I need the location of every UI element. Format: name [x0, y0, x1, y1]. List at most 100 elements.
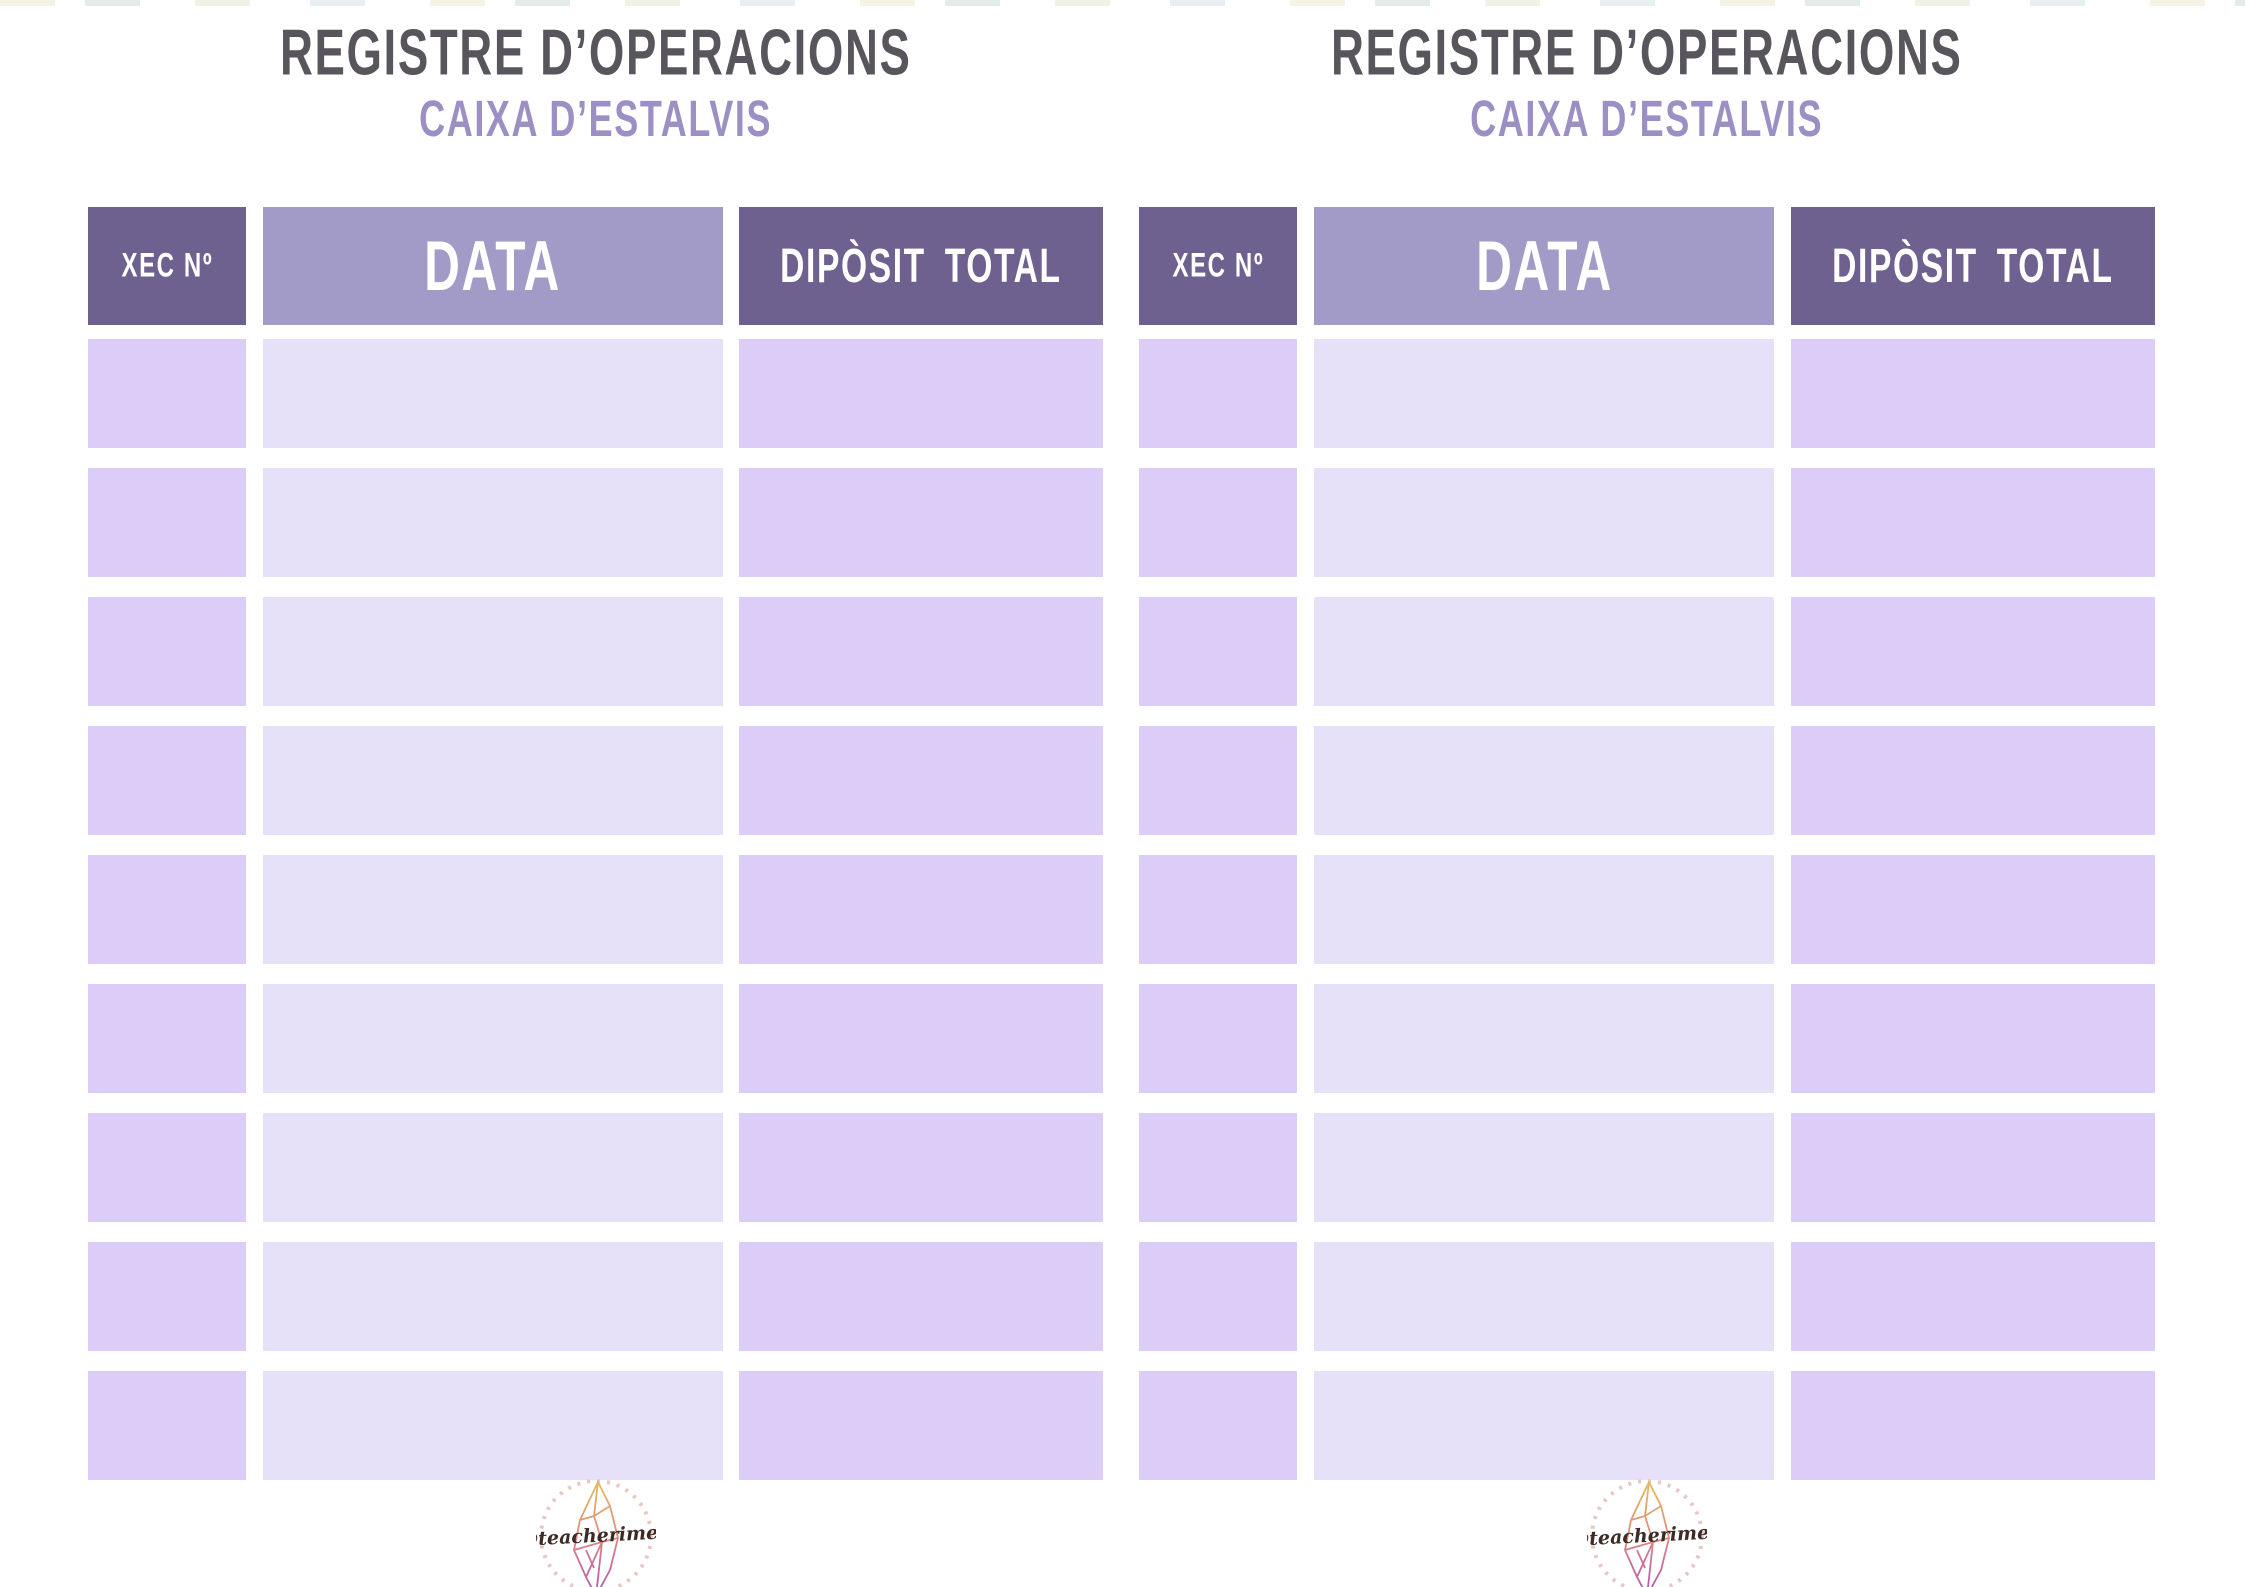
header-label-xec: XEC Nº — [1172, 246, 1264, 285]
table-body — [1139, 339, 2155, 1500]
table-row — [1139, 597, 2155, 706]
watermark-handle: @teacherimell — [1587, 1521, 1707, 1551]
data-cell — [1314, 1371, 1774, 1480]
table-row — [1139, 1371, 2155, 1480]
xec-cell — [88, 1242, 246, 1351]
register-panel-left: REGISTRE D’OPERACIONS CAIXA D’ESTALVIS X… — [88, 0, 1103, 1587]
table-header-row: XEC Nº DATA DIPÒSIT TOTAL — [88, 207, 1103, 325]
diposit-cell — [1791, 855, 2155, 964]
table-row — [1139, 984, 2155, 1093]
table-row — [88, 726, 1103, 835]
diposit-cell — [1791, 1371, 2155, 1480]
table-header-row: XEC Nº DATA DIPÒSIT TOTAL — [1139, 207, 2155, 325]
header-cell-data: DATA — [262, 207, 723, 325]
data-cell — [262, 1242, 723, 1351]
data-cell — [262, 1113, 723, 1222]
header-cell-diposit: DIPÒSIT TOTAL — [739, 207, 1103, 325]
table-row — [88, 597, 1103, 706]
xec-cell — [1139, 1113, 1297, 1222]
table-row — [88, 468, 1103, 577]
decorative-top-border — [0, 0, 2245, 6]
page-title-text: REGISTRE D’OPERACIONS — [279, 16, 912, 90]
xec-cell — [1139, 726, 1297, 835]
xec-cell — [1139, 984, 1297, 1093]
watermark-ring-icon — [1590, 1479, 1704, 1587]
diposit-cell — [739, 1113, 1103, 1222]
diposit-cell — [1791, 468, 2155, 577]
data-cell — [1314, 1242, 1774, 1351]
table-row — [88, 855, 1103, 964]
diposit-cell — [739, 1242, 1103, 1351]
table-row — [88, 984, 1103, 1093]
table-row — [88, 339, 1103, 448]
diposit-cell — [1791, 1113, 2155, 1222]
header-cell-data: DATA — [1314, 207, 1774, 325]
xec-cell — [88, 726, 246, 835]
page-subtitle-text: CAIXA D’ESTALVIS — [419, 89, 772, 148]
xec-cell — [88, 468, 246, 577]
xec-cell — [88, 339, 246, 448]
data-cell — [1314, 597, 1774, 706]
xec-cell — [88, 855, 246, 964]
crystal-icon — [572, 1481, 619, 1587]
data-cell — [1314, 984, 1774, 1093]
data-cell — [262, 468, 723, 577]
table-row — [1139, 339, 2155, 448]
diposit-cell — [739, 1371, 1103, 1480]
page-subtitle: CAIXA D’ESTALVIS — [1139, 90, 2155, 147]
xec-cell — [88, 597, 246, 706]
table-body — [88, 339, 1103, 1500]
xec-cell — [1139, 468, 1297, 577]
table-row — [88, 1113, 1103, 1222]
diposit-cell — [1791, 339, 2155, 448]
xec-cell — [1139, 339, 1297, 448]
xec-cell — [1139, 1242, 1297, 1351]
page-subtitle-text: CAIXA D’ESTALVIS — [1470, 89, 1824, 148]
diposit-cell — [1791, 726, 2155, 835]
table-row — [88, 1242, 1103, 1351]
diposit-cell — [739, 468, 1103, 577]
xec-cell — [1139, 1371, 1297, 1480]
data-cell — [262, 726, 723, 835]
page-title-text: REGISTRE D’OPERACIONS — [1331, 16, 1963, 90]
xec-cell — [88, 1113, 246, 1222]
table-row — [88, 1371, 1103, 1480]
watermark-logo: @teacherimell — [536, 1479, 656, 1587]
watermark-handle: @teacherimell — [536, 1521, 656, 1551]
header-label-data: DATA — [424, 226, 561, 306]
diposit-cell — [739, 339, 1103, 448]
table-row — [1139, 726, 2155, 835]
data-cell — [262, 984, 723, 1093]
page-title: REGISTRE D’OPERACIONS — [88, 18, 1103, 89]
data-cell — [262, 597, 723, 706]
header-label-diposit: DIPÒSIT TOTAL — [780, 238, 1062, 293]
diposit-cell — [1791, 1242, 2155, 1351]
data-cell — [262, 339, 723, 448]
xec-cell — [1139, 597, 1297, 706]
data-cell — [1314, 726, 1774, 835]
crystal-icon — [1624, 1481, 1670, 1587]
table-row — [1139, 855, 2155, 964]
watermark-ring-icon — [538, 1479, 653, 1587]
header-cell-xec: XEC Nº — [1139, 207, 1297, 325]
data-cell — [1314, 855, 1774, 964]
diposit-cell — [1791, 984, 2155, 1093]
header-label-data: DATA — [1475, 226, 1613, 306]
watermark-logo: @teacherimell — [1587, 1479, 1707, 1587]
header-cell-diposit: DIPÒSIT TOTAL — [1791, 207, 2155, 325]
diposit-cell — [739, 597, 1103, 706]
data-cell — [1314, 339, 1774, 448]
data-cell — [262, 855, 723, 964]
diposit-cell — [739, 984, 1103, 1093]
xec-cell — [1139, 855, 1297, 964]
header-cell-xec: XEC Nº — [88, 207, 246, 325]
page-title: REGISTRE D’OPERACIONS — [1139, 18, 2155, 89]
table-row — [1139, 1242, 2155, 1351]
data-cell — [1314, 468, 1774, 577]
table-row — [1139, 468, 2155, 577]
diposit-cell — [739, 726, 1103, 835]
register-panel-right: REGISTRE D’OPERACIONS CAIXA D’ESTALVIS X… — [1139, 0, 2155, 1587]
header-label-diposit: DIPÒSIT TOTAL — [1832, 238, 2114, 293]
xec-cell — [88, 984, 246, 1093]
data-cell — [1314, 1113, 1774, 1222]
